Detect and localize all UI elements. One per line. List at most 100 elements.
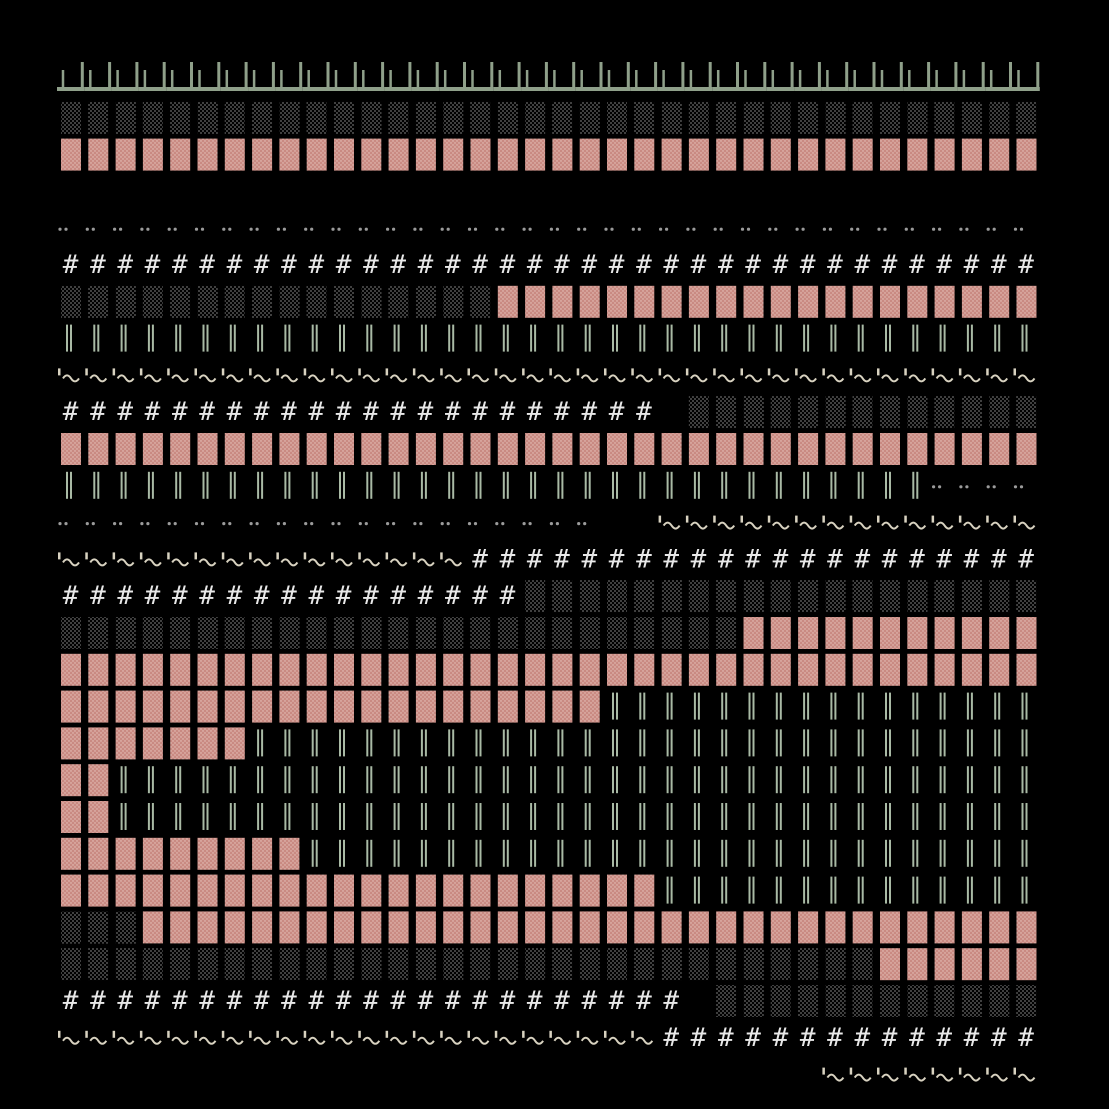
stipple-glyph xyxy=(1016,101,1037,134)
dots-glyph xyxy=(577,522,587,526)
stipple-glyph xyxy=(388,101,409,134)
svg-text:#: # xyxy=(117,986,133,1016)
block-glyph xyxy=(934,138,955,171)
pipe-glyph xyxy=(366,471,373,499)
stipple-glyph xyxy=(61,911,81,944)
dots-glyph xyxy=(959,485,969,489)
tilde-glyph xyxy=(877,1067,899,1082)
tilde-glyph xyxy=(440,1030,463,1045)
dots-glyph xyxy=(467,227,478,231)
svg-text:#: # xyxy=(636,397,652,427)
pipe-glyph xyxy=(584,729,591,757)
svg-text:#: # xyxy=(172,397,188,427)
block-glyph xyxy=(170,837,191,870)
block-glyph xyxy=(279,138,300,171)
hash-glyph: # xyxy=(773,250,789,280)
dots-glyph xyxy=(986,485,996,489)
svg-text:#: # xyxy=(1018,250,1034,280)
pipe-glyph xyxy=(339,839,345,867)
stipple-glyph xyxy=(934,985,955,1017)
svg-text:#: # xyxy=(227,397,243,427)
tilde-glyph xyxy=(167,552,190,567)
tilde-glyph xyxy=(713,515,736,530)
svg-text:#: # xyxy=(500,581,516,611)
svg-text:#: # xyxy=(390,397,406,427)
pipe-glyph xyxy=(584,839,591,867)
block-glyph xyxy=(579,138,600,171)
block-glyph xyxy=(934,617,955,649)
svg-text:#: # xyxy=(63,397,79,427)
stipple-glyph xyxy=(688,948,709,981)
pipe-glyph xyxy=(666,803,673,830)
stipple-glyph xyxy=(142,948,163,981)
pipe-glyph xyxy=(966,876,973,904)
block-glyph xyxy=(798,285,819,318)
stipple-glyph xyxy=(1016,985,1037,1017)
svg-text:#: # xyxy=(609,986,625,1016)
pipe-glyph xyxy=(475,766,482,794)
stipple-glyph xyxy=(224,617,245,649)
block-glyph xyxy=(989,617,1010,649)
block-glyph xyxy=(661,138,682,171)
tilde-glyph xyxy=(685,515,708,530)
block-glyph xyxy=(224,138,245,171)
block-glyph xyxy=(142,874,163,907)
block-glyph xyxy=(661,433,682,465)
stipple-glyph xyxy=(688,580,709,613)
svg-text:#: # xyxy=(363,581,379,611)
dots-glyph xyxy=(467,522,478,526)
tilde-glyph xyxy=(522,1030,544,1045)
svg-text:#: # xyxy=(418,397,434,427)
dots-glyph xyxy=(877,227,887,231)
svg-text:#: # xyxy=(527,397,543,427)
dots-glyph xyxy=(495,227,505,231)
pipe-glyph xyxy=(803,766,810,794)
stipple-glyph xyxy=(279,101,300,134)
svg-text:#: # xyxy=(308,581,324,611)
pipe-glyph xyxy=(693,471,700,499)
block-glyph xyxy=(989,433,1010,465)
svg-text:#: # xyxy=(527,986,543,1016)
stipple-glyph xyxy=(388,285,409,318)
stipple-glyph xyxy=(115,911,136,944)
pipe-glyph xyxy=(721,324,728,352)
pipe-glyph xyxy=(939,729,946,757)
block-glyph xyxy=(497,874,518,907)
block-glyph xyxy=(306,911,327,944)
tilde-glyph xyxy=(631,1030,654,1045)
block-glyph xyxy=(688,433,709,465)
pipe-glyph xyxy=(885,692,891,720)
stipple-glyph xyxy=(579,617,600,649)
pipe-glyph xyxy=(775,729,782,757)
dots-glyph xyxy=(549,522,560,526)
stipple-glyph xyxy=(552,580,573,613)
pipe-glyph xyxy=(639,839,646,867)
pipe-glyph xyxy=(1021,803,1028,830)
svg-text:#: # xyxy=(472,250,488,280)
block-glyph xyxy=(142,727,163,760)
stipple-glyph xyxy=(716,101,737,134)
fence-glyph xyxy=(330,62,358,91)
stipple-glyph xyxy=(634,580,655,613)
hash-glyph: # xyxy=(827,544,843,574)
fence-glyph xyxy=(411,62,440,91)
stipple-glyph xyxy=(989,396,1010,429)
svg-text:#: # xyxy=(800,544,816,574)
svg-text:#: # xyxy=(854,250,870,280)
block-glyph xyxy=(115,433,136,465)
pipe-glyph xyxy=(393,471,400,499)
pipe-glyph xyxy=(666,471,673,499)
block-glyph xyxy=(61,653,81,686)
hash-glyph: # xyxy=(308,397,324,427)
pipe-glyph xyxy=(448,324,455,352)
hash-glyph: # xyxy=(227,250,243,280)
pipe-glyph xyxy=(557,766,564,794)
hash-glyph: # xyxy=(308,986,324,1016)
svg-text:#: # xyxy=(636,250,652,280)
stipple-glyph xyxy=(934,580,955,613)
hash-glyph: # xyxy=(691,1023,707,1053)
fence-glyph xyxy=(248,62,276,91)
pipe-glyph xyxy=(775,766,782,794)
pipe-glyph xyxy=(175,324,182,352)
fence-glyph xyxy=(493,62,522,91)
